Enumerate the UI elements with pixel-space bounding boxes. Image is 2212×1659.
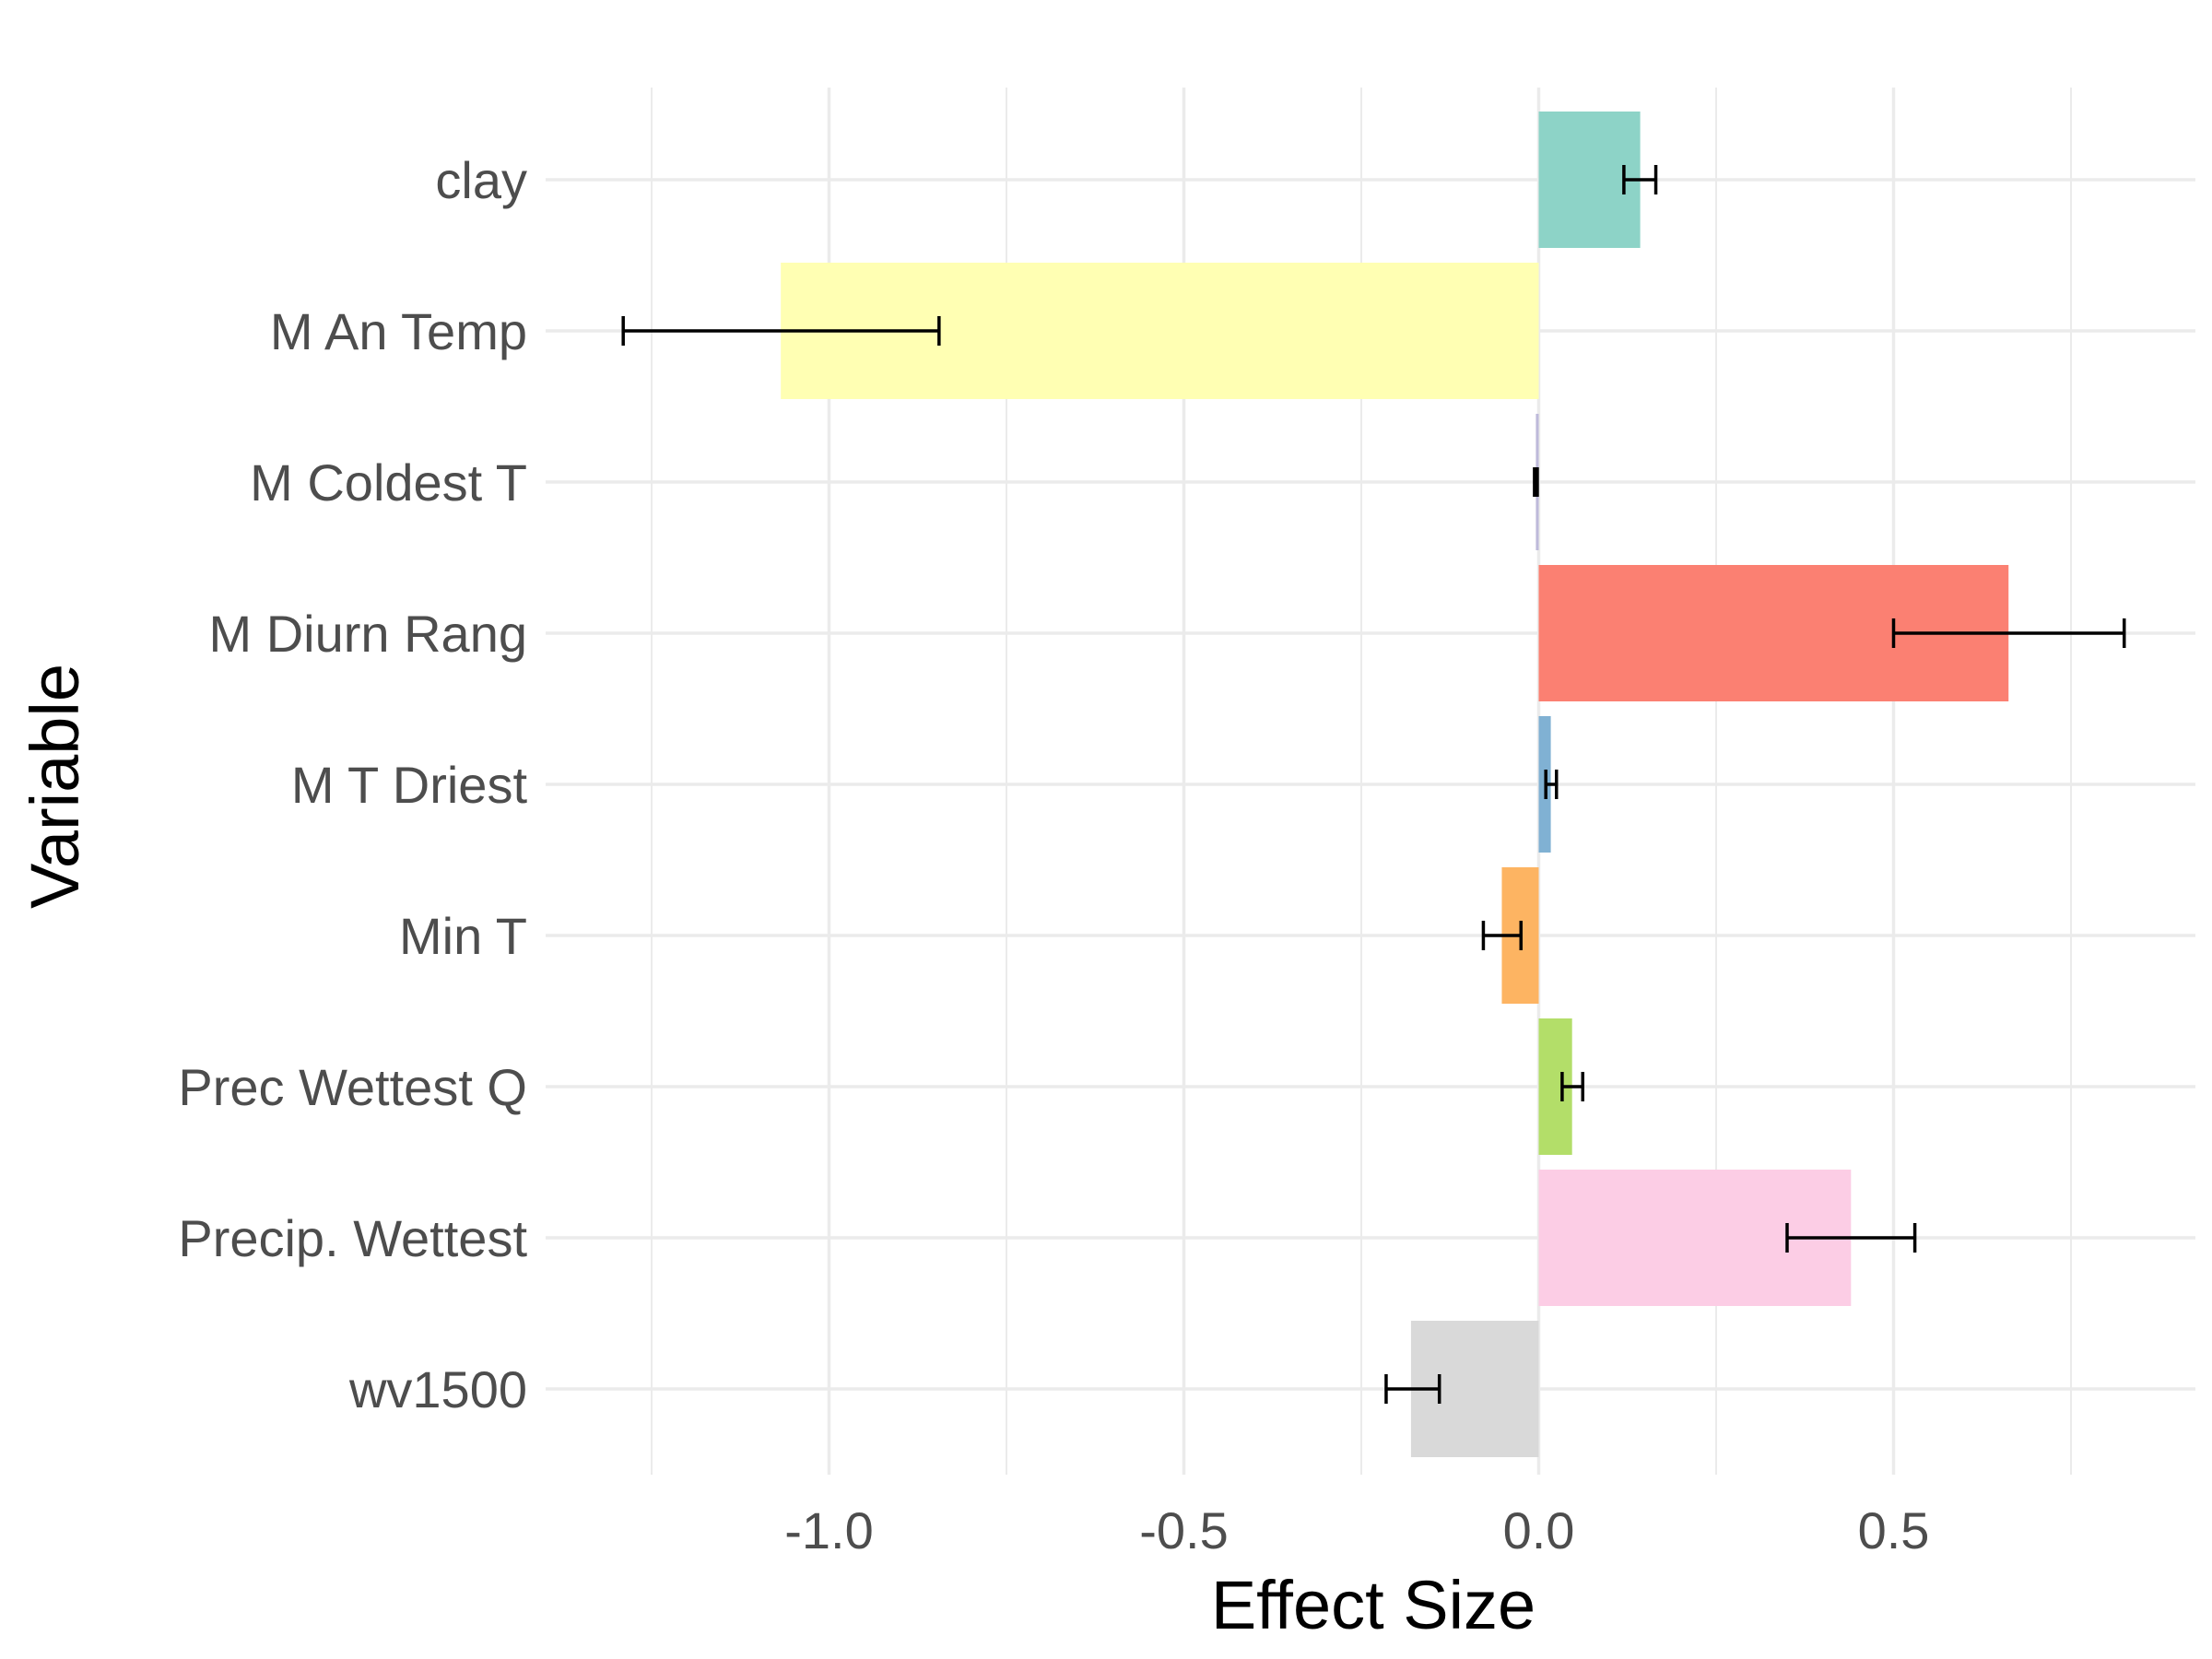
x-tick-label: -0.5 bbox=[1139, 1501, 1229, 1559]
x-tick-label: 0.5 bbox=[1858, 1501, 1930, 1559]
y-tick-label: Min T bbox=[399, 907, 527, 965]
x-tick-labels: -1.0 -0.5 0.0 0.5 bbox=[784, 1501, 1929, 1559]
y-tick-label: M An Temp bbox=[270, 302, 527, 360]
error-bars bbox=[621, 165, 2126, 1404]
y-tick-label: Prec Wettest Q bbox=[178, 1058, 527, 1116]
y-tick-label: M Coldest T bbox=[250, 453, 527, 512]
y-tick-label: M Diurn Rang bbox=[209, 605, 527, 663]
y-tick-label: Precip. Wettest bbox=[178, 1209, 527, 1267]
x-tick-label: 0.0 bbox=[1503, 1501, 1575, 1559]
y-tick-labels: wv1500 Precip. Wettest Prec Wettest Q Min T… bbox=[178, 151, 527, 1418]
x-tick-label: -1.0 bbox=[784, 1501, 874, 1559]
bars bbox=[781, 112, 2009, 1457]
y-tick-label: wv1500 bbox=[348, 1360, 527, 1418]
x-axis-title: Effect Size bbox=[1211, 1567, 1535, 1643]
y-tick-label: clay bbox=[435, 151, 527, 209]
y-tick-label: M T Driest bbox=[291, 756, 528, 814]
y-axis-title: Variable bbox=[17, 664, 93, 909]
